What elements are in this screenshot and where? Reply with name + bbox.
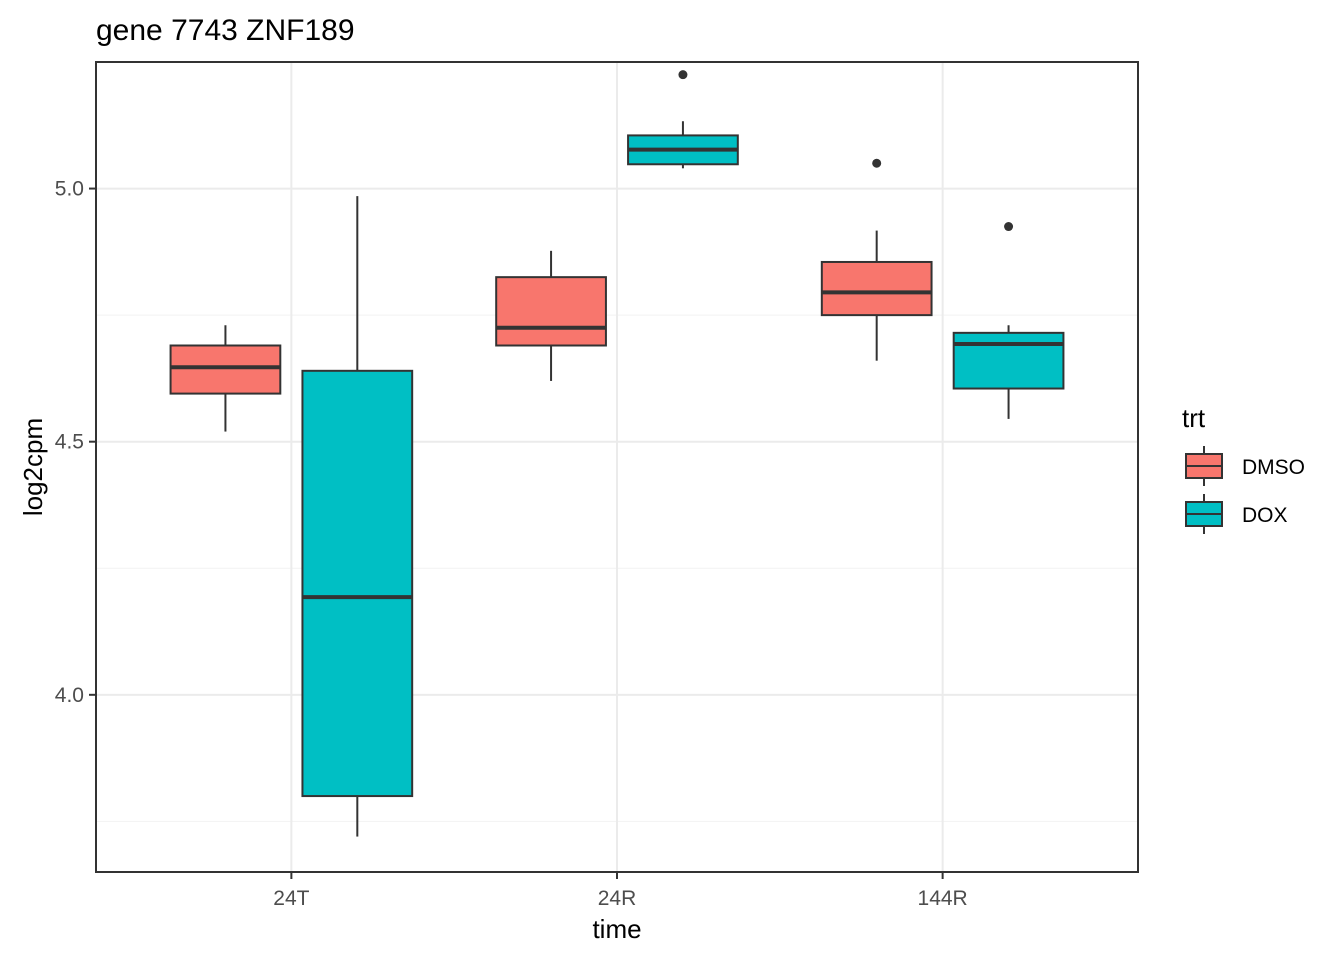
- box-dox-24r: [627, 70, 739, 169]
- legend-label: DMSO: [1242, 456, 1305, 479]
- legend-item-dmso: DMSO: [1185, 446, 1305, 486]
- box-dox-144r: [952, 222, 1065, 419]
- y-tick-label: 4.0: [55, 684, 84, 707]
- box-body: [301, 369, 414, 798]
- box-body: [820, 260, 933, 317]
- legend: trt DMSO DOX: [1182, 403, 1305, 534]
- box-dmso-24t: [169, 325, 282, 432]
- legend-item-dox: DOX: [1185, 494, 1288, 534]
- legend-title: trt: [1182, 403, 1206, 433]
- outlier-point: [1004, 222, 1014, 232]
- x-tick-label: 24R: [598, 887, 637, 910]
- box-body: [952, 331, 1065, 390]
- box-dox-24t: [301, 196, 414, 837]
- x-axis-title: time: [592, 914, 641, 944]
- outlier-point: [678, 70, 688, 80]
- box-body: [495, 276, 607, 347]
- y-tick-label: 5.0: [55, 178, 84, 201]
- outlier-point: [872, 158, 882, 168]
- y-tick-label: 4.5: [55, 431, 84, 454]
- y-axis-title: log2cpm: [18, 418, 48, 516]
- box-dmso-24r: [495, 250, 607, 381]
- chart-title: gene 7743 ZNF189: [96, 14, 355, 47]
- x-tick-label: 24T: [273, 887, 309, 910]
- legend-label: DOX: [1242, 504, 1288, 527]
- box-body: [169, 344, 282, 395]
- box-dmso-144r: [820, 158, 933, 361]
- x-tick-label: 144R: [918, 887, 968, 910]
